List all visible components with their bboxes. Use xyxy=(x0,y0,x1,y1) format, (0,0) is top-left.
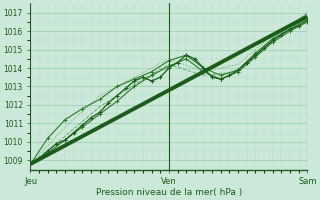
X-axis label: Pression niveau de la mer( hPa ): Pression niveau de la mer( hPa ) xyxy=(96,188,242,197)
